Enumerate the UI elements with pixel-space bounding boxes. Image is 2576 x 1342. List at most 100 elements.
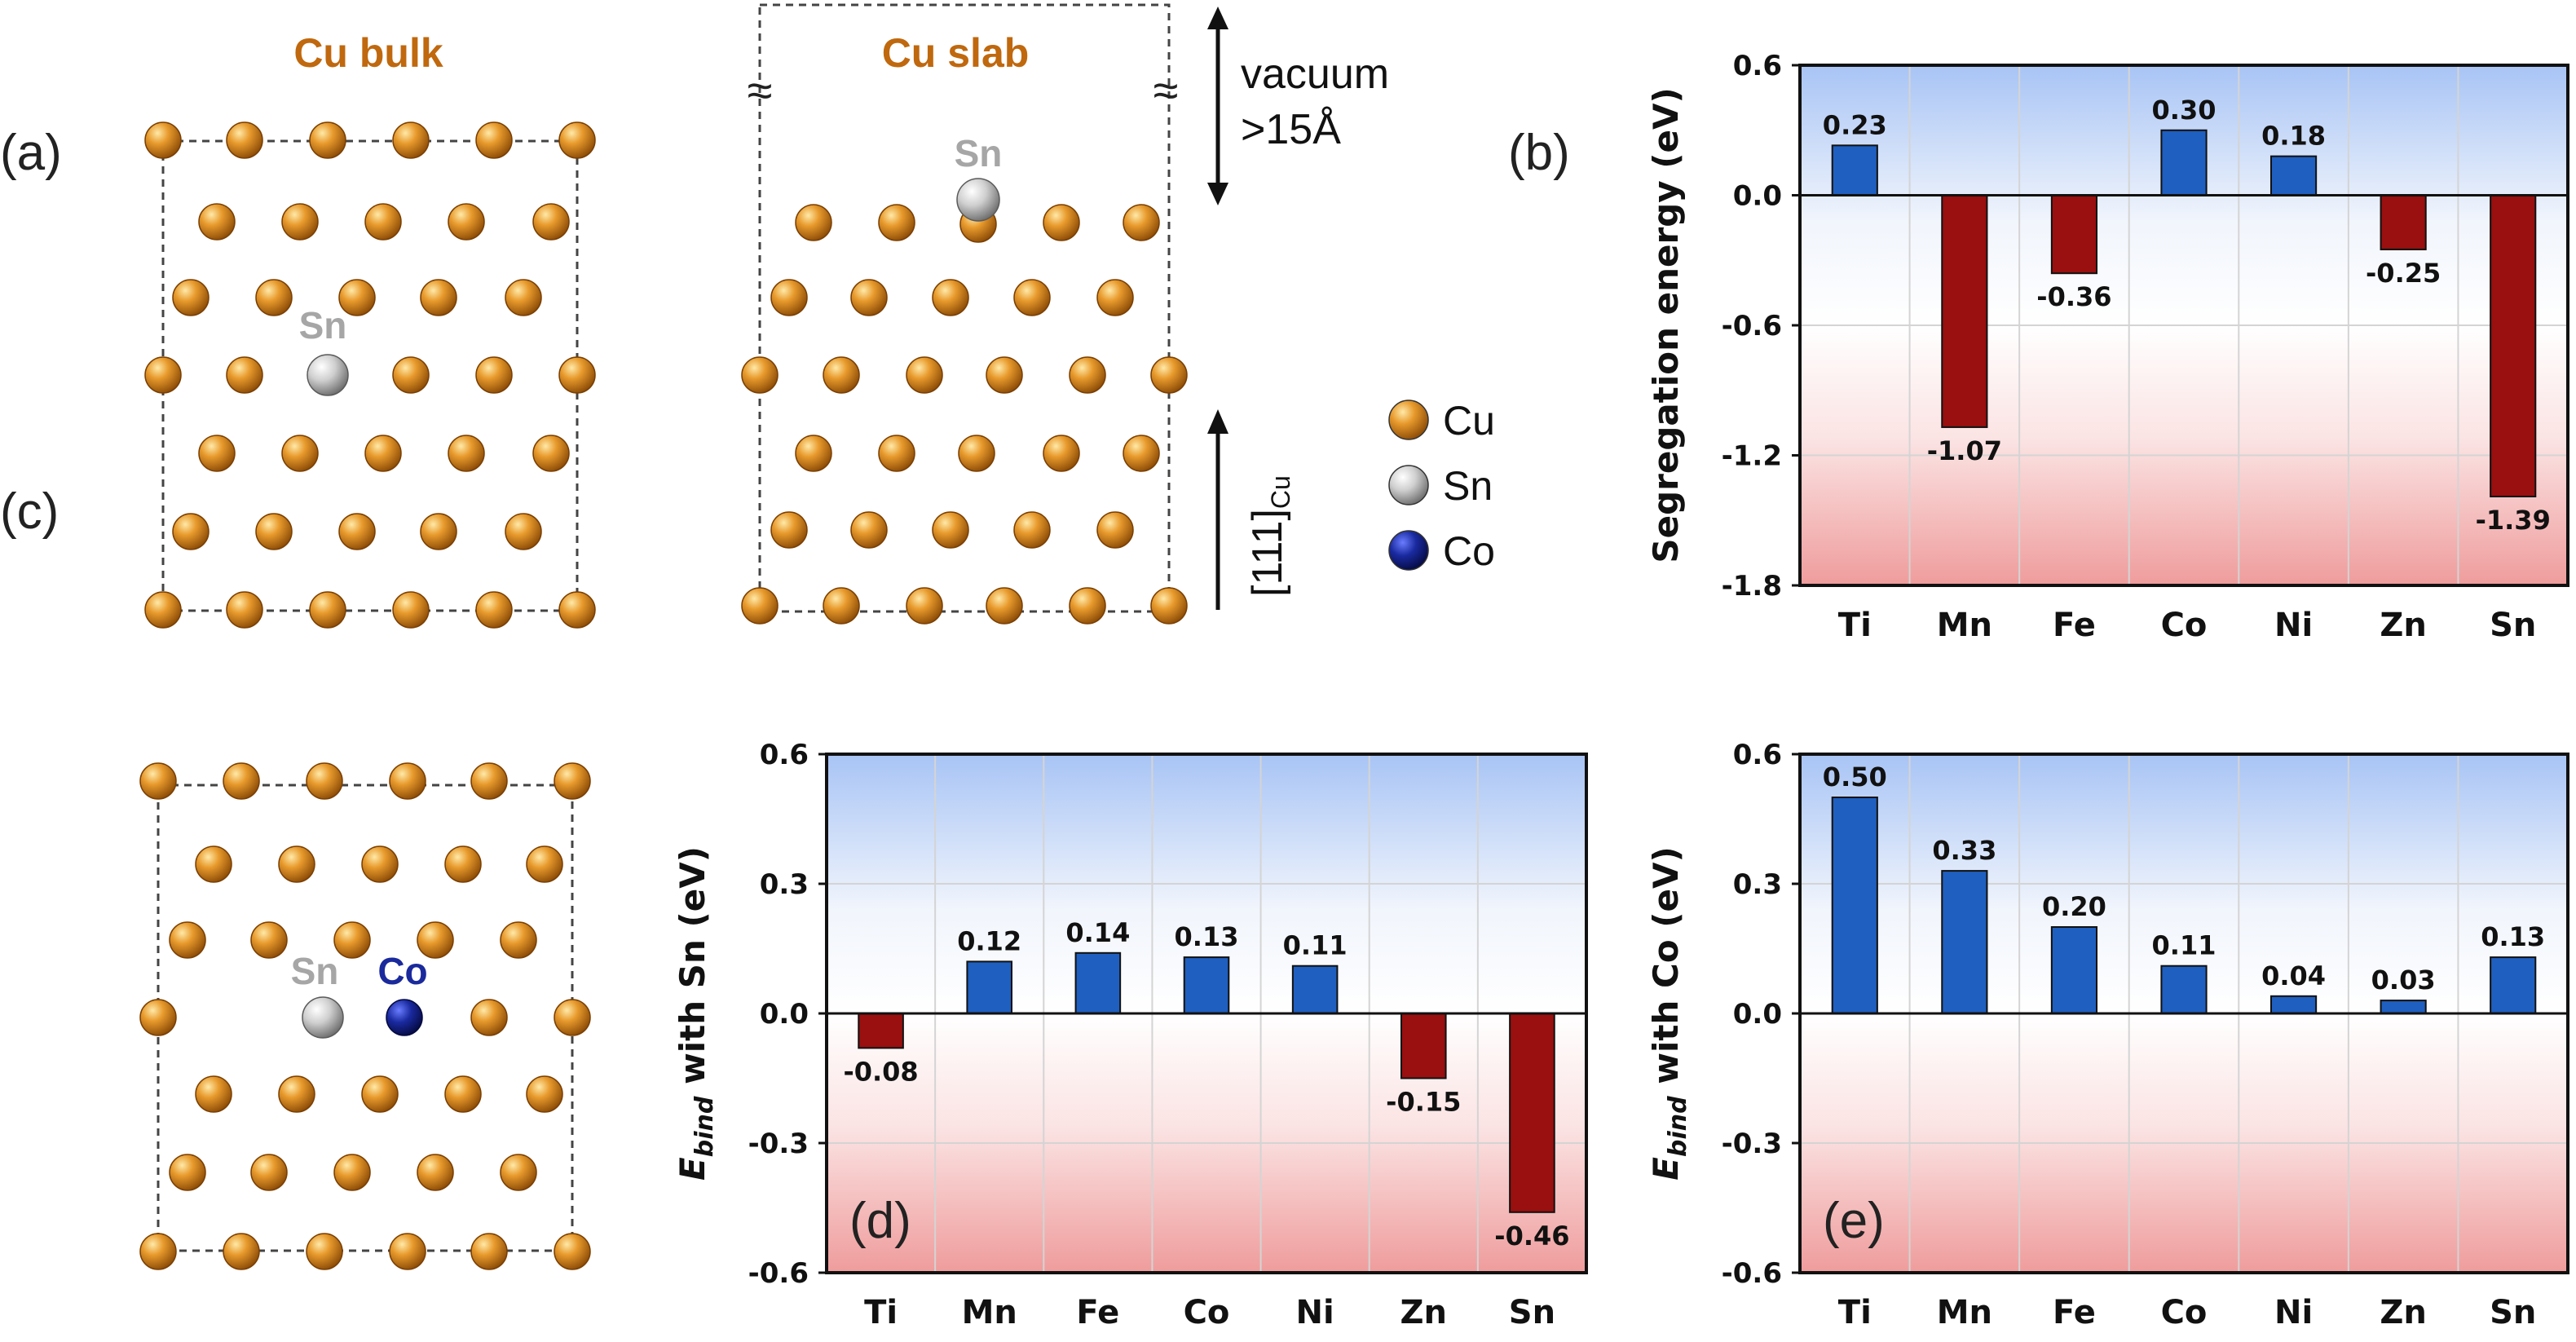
x-tick-label-ti: Ti (1838, 607, 1872, 644)
y-tick-label: 0.6 (760, 739, 809, 771)
atom-cu-bulk (338, 279, 376, 316)
atom-cu-slab (986, 587, 1023, 625)
x-tick-label-zn: Zn (1400, 1294, 1447, 1331)
atom-cu-bulk-c (417, 921, 454, 959)
x-tick-label-fe: Fe (1076, 1294, 1119, 1331)
bar-ti (1831, 144, 1878, 196)
value-label-zn: -0.25 (2366, 258, 2441, 289)
atom-cu-slab (795, 435, 832, 472)
x-tick-label-co: Co (2161, 1294, 2208, 1331)
atom-cu-slab (906, 356, 943, 394)
atom-cu-bulk-c (195, 845, 232, 883)
atom-cu-bulk (475, 121, 513, 159)
atom-cu-bulk (144, 356, 182, 394)
atom-cu-bulk (172, 513, 210, 550)
atom-legend: Cu Sn Co (1388, 398, 1495, 574)
x-tick-label-mn: Mn (1937, 607, 1992, 644)
bar-mn (966, 960, 1013, 1015)
bar-co (1183, 956, 1230, 1014)
atom-cu-bulk (475, 356, 513, 394)
atom-cu-slab (1096, 279, 1134, 316)
atom-cu-bulk (226, 356, 263, 394)
value-label-fe: 0.20 (2042, 891, 2106, 922)
atom-cu-bulk (172, 279, 210, 316)
atom-cu-bulk-c (333, 921, 371, 959)
x-tick-label-fe: Fe (2053, 1294, 2096, 1331)
atom-cu-bulk-c (389, 762, 426, 800)
atom-cu-bulk-c (278, 1075, 315, 1113)
y-tick-label: 0.0 (1733, 998, 1782, 1031)
atom-cu-bulk (475, 591, 513, 629)
atom-cu-bulk (309, 121, 346, 159)
bar-fe (1074, 951, 1122, 1015)
atom-cu-slab (823, 356, 860, 394)
atom-cu-bulk (144, 121, 182, 159)
atom-cu-bulk (226, 121, 263, 159)
atom-cu-bulk-c (470, 1233, 508, 1270)
value-label-ni: 0.18 (2261, 121, 2326, 152)
atom-cu-bulk-c (361, 1075, 399, 1113)
chart-d: -0.08 0.12 0.14 0.13 0.11 -0.15 -0.46 0.6 0.3 0.0… (673, 739, 1588, 1331)
atom-cu-bulk-c (195, 1075, 232, 1113)
value-label-zn: 0.03 (2371, 965, 2436, 995)
atom-cu-bulk-c (526, 1075, 563, 1113)
sn-label-bulk-c: Sn (291, 950, 339, 992)
atom-cu-bulk (558, 356, 596, 394)
atom-cu-slab (741, 587, 779, 625)
panel-label-a: (a) (0, 125, 62, 181)
atom-cu-bulk (420, 513, 457, 550)
value-label-co: 0.13 (1175, 921, 1239, 952)
atom-cu-bulk-c (444, 1075, 482, 1113)
atom-cu-slab (850, 279, 888, 316)
x-tick-label-fe: Fe (2053, 607, 2096, 644)
atom-cu-slab (906, 587, 943, 625)
atom-cu-bulk (532, 435, 570, 472)
slab-unit-cell (758, 3, 1171, 613)
y-tick-label: 0.6 (1733, 50, 1782, 82)
y-tick-label: -1.8 (1722, 570, 1782, 603)
atom-cu-bulk-c (554, 999, 591, 1036)
charts: 0.23-1.07-0.360.300.18-0.25-1.390.60.0-0… (673, 50, 2569, 1331)
y-tick-label: -0.6 (1722, 310, 1782, 342)
atom-cu-bulk-c (278, 845, 315, 883)
atom-cu-bulk-c (554, 1233, 591, 1270)
atom-cu-bulk-c (500, 921, 537, 959)
atom-cu-bulk (226, 591, 263, 629)
atom-cu-slab (1150, 587, 1188, 625)
chart-b: 0.23 -1.07 -0.36 0.30 0.18 -0.25 -1.39 0.6 0.0 -0… (1646, 50, 2569, 644)
x-tick-label-ti: Ti (864, 1294, 898, 1331)
bar-co (2160, 965, 2208, 1014)
atom-cu-bulk-c (333, 1154, 371, 1191)
y-tick-label: 0.0 (1733, 180, 1782, 213)
bar-mn (1941, 870, 1988, 1014)
atom-cu-bulk (281, 435, 319, 472)
value-label-fe: -0.36 (2036, 281, 2111, 312)
atom-cu-bulk-c (417, 1154, 454, 1191)
atom-cu-bulk (392, 591, 430, 629)
atom-cu-slab (1069, 356, 1106, 394)
panel-label-e: (e) (1823, 1193, 1885, 1249)
atom-cu-bulk-c (361, 845, 399, 883)
atom-cu-slab (1069, 587, 1106, 625)
x-tick-label-sn: Sn (1509, 1294, 1555, 1331)
atom-cu-bulk (144, 591, 182, 629)
x-tick-label-ti: Ti (1838, 1294, 1872, 1331)
value-label-ni: 0.11 (1283, 930, 1348, 961)
atom-cu-slab (1150, 356, 1188, 394)
bar-sn (1509, 1013, 1555, 1213)
atom-cu-bulk (505, 513, 542, 550)
legend-swatch-sn (1388, 465, 1429, 505)
x-tick-label-ni: Ni (2274, 1294, 2313, 1331)
legend-label-sn: Sn (1443, 463, 1493, 509)
atom-cu-bulk-c (169, 1154, 206, 1191)
atom-cu-slab (823, 587, 860, 625)
panel-label-c: (c) (0, 483, 59, 540)
atom-cu-bulk-c (250, 921, 288, 959)
x-tick-label-zn: Zn (2380, 607, 2426, 644)
value-label-ti: 0.50 (1823, 761, 1887, 792)
x-tick-label-ni: Ni (2274, 607, 2313, 644)
atom-cu-bulk (448, 203, 485, 241)
atom-cu-bulk-c (470, 762, 508, 800)
atom-cu-bulk (198, 435, 236, 472)
atom-cu-bulk (255, 279, 293, 316)
